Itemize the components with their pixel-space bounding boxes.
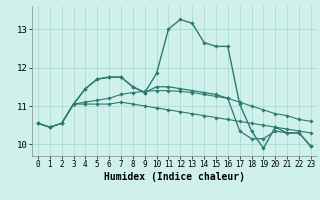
X-axis label: Humidex (Indice chaleur): Humidex (Indice chaleur) bbox=[104, 172, 245, 182]
